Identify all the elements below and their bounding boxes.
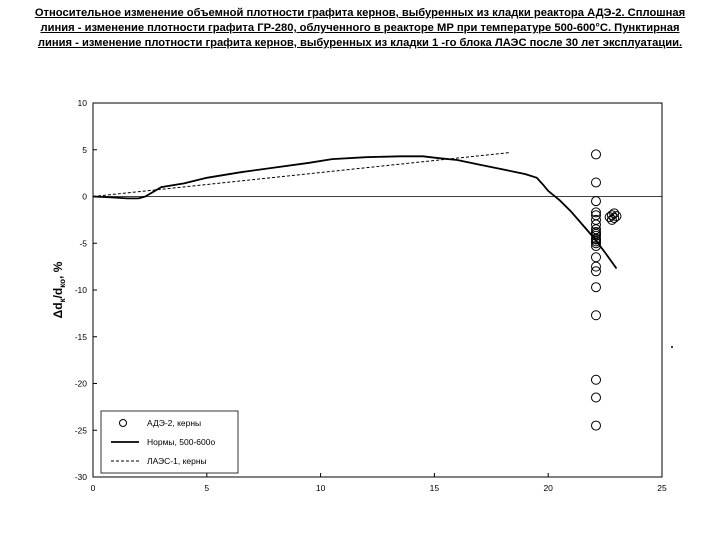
legend-label: ЛАЭС-1, керны bbox=[147, 456, 207, 466]
legend-label: АДЭ-2, керны bbox=[147, 418, 201, 428]
ade-2-data-point bbox=[590, 196, 601, 207]
y-axis-label-subscript: к bbox=[58, 297, 67, 302]
norms-solid-line bbox=[92, 155, 618, 270]
y-axis-label-part: Δd bbox=[51, 302, 65, 318]
y-tick-label: -10 bbox=[75, 285, 88, 295]
ade-2-data-point bbox=[590, 207, 601, 218]
ade-2-data-point bbox=[590, 266, 601, 277]
y-tick-label: -15 bbox=[75, 332, 88, 342]
x-tick-label: 10 bbox=[316, 483, 326, 493]
ade-2-data-point bbox=[590, 374, 601, 385]
y-tick-label: 0 bbox=[82, 192, 87, 202]
ade-2-data-point bbox=[609, 213, 620, 224]
axes bbox=[92, 102, 663, 478]
laes-1-dashed-line bbox=[92, 152, 510, 197]
ade-2-data-point bbox=[590, 238, 601, 249]
x-tick-label: 20 bbox=[543, 483, 553, 493]
ade-2-data-point bbox=[590, 261, 601, 272]
y-axis-label: Δdк/dко, % bbox=[51, 261, 67, 318]
ade-2-data-point bbox=[590, 392, 601, 403]
x-tick-label: 0 bbox=[91, 483, 96, 493]
ade-2-data-point bbox=[590, 149, 601, 160]
ade-2-data-point bbox=[590, 310, 601, 321]
figure-caption: Относительное изменение объемной плотнос… bbox=[4, 6, 716, 51]
x-tick-label: 25 bbox=[657, 483, 667, 493]
ade-2-data-point bbox=[606, 210, 617, 221]
y-tick-label: 5 bbox=[82, 145, 87, 155]
stray-dot bbox=[671, 346, 673, 348]
y-tick-label: -30 bbox=[75, 472, 88, 482]
y-tick-label: -5 bbox=[79, 238, 87, 248]
x-tick-label: 15 bbox=[430, 483, 440, 493]
ade-2-data-point bbox=[590, 420, 601, 431]
caption-line-1: Относительное изменение объемной плотнос… bbox=[34, 7, 686, 19]
y-tick-label: 10 bbox=[78, 98, 88, 108]
y-tick-label: -20 bbox=[75, 379, 88, 389]
ade-2-data-point bbox=[590, 210, 601, 221]
ade-2-data-point bbox=[590, 252, 601, 263]
legend: АДЭ-2, керны Нормы, 500-600о ЛАЭС-1, керны bbox=[100, 410, 239, 474]
x-tick-label: 5 bbox=[204, 483, 209, 493]
caption-line-2: линия - изменение плотности графита ГР-2… bbox=[40, 22, 680, 34]
y-axis-label-part: , % bbox=[51, 261, 65, 279]
caption-line-3: линия - изменение плотности графита керн… bbox=[37, 37, 683, 49]
y-axis-label-part: /d bbox=[51, 288, 65, 299]
ade-2-data-point bbox=[590, 177, 601, 188]
legend-marker-circle bbox=[119, 419, 127, 427]
ade-2-data-point bbox=[606, 214, 617, 225]
ade-2-data-point bbox=[609, 208, 620, 219]
ade-2-data-point bbox=[590, 282, 601, 293]
ade-2-data-point bbox=[590, 234, 601, 245]
data-series bbox=[92, 149, 622, 431]
y-axis-label-subscript: ко bbox=[58, 279, 67, 288]
y-tick-label: -25 bbox=[75, 425, 88, 435]
legend-label: Нормы, 500-600о bbox=[147, 437, 215, 447]
